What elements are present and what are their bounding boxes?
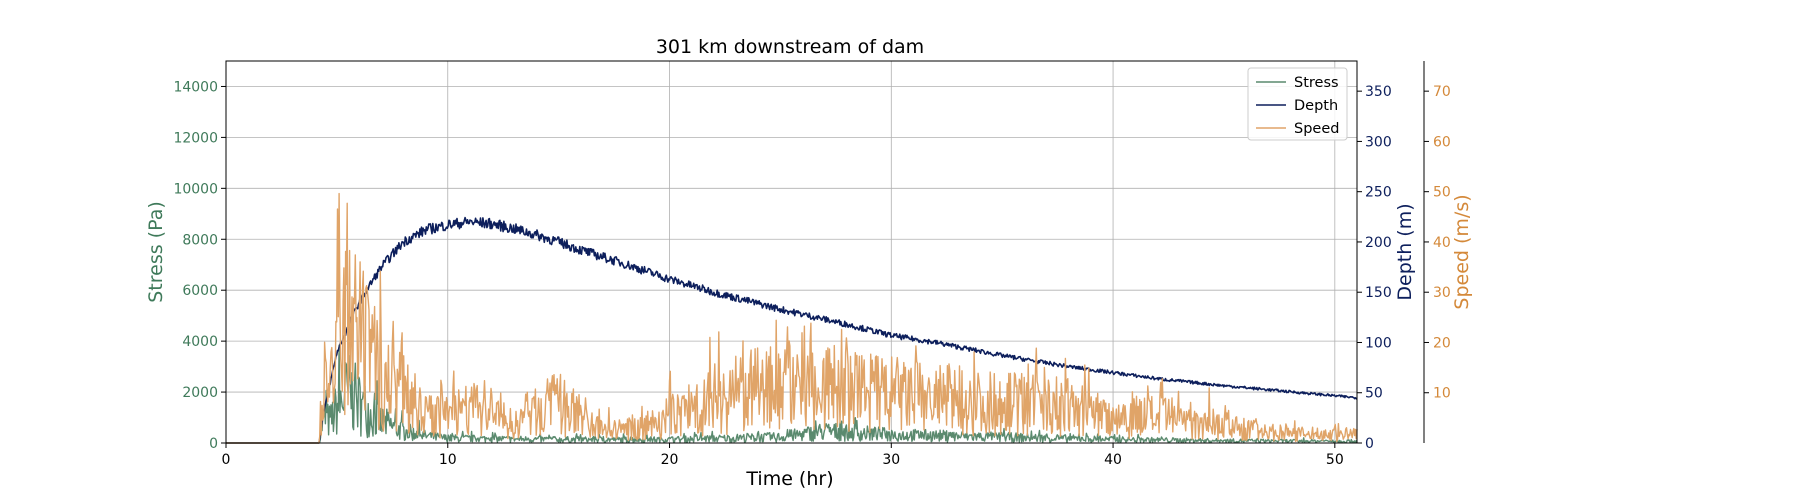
speed-tick-label: 50	[1433, 185, 1451, 201]
legend-label-speed: Speed	[1294, 121, 1339, 137]
stress-tick-label: 0	[209, 436, 218, 452]
depth-tick-label: 0	[1365, 436, 1374, 452]
stress-tick-label: 8000	[182, 232, 218, 248]
stress-tick-label: 10000	[173, 181, 218, 197]
series-line-depth	[226, 216, 1358, 444]
speed-tick-label: 40	[1433, 235, 1451, 251]
tick-labels: 0 10 20 30 40 5002000400060008000100001200014…	[173, 79, 1450, 468]
speed-tick-label: 30	[1433, 285, 1451, 301]
legend: Stress Depth Speed	[1247, 67, 1348, 141]
stress-tick-label: 12000	[173, 130, 218, 146]
speed-tick-label: 70	[1433, 84, 1451, 100]
depth-tick-label: 150	[1365, 285, 1392, 301]
speed-tick-label: 10	[1433, 386, 1451, 402]
legend-label-stress: Stress	[1294, 75, 1339, 91]
depth-tick-label: 200	[1365, 235, 1392, 251]
depth-tick-label: 300	[1365, 134, 1392, 150]
x-tick-label: 20	[661, 452, 679, 468]
stress-tick-label: 4000	[182, 334, 218, 350]
stress-tick-label: 2000	[182, 385, 218, 401]
plot-frame	[225, 60, 1425, 444]
legend-label-depth: Depth	[1294, 98, 1338, 114]
x-tick-label: 30	[882, 452, 900, 468]
x-tick-label: 0	[222, 452, 231, 468]
legend-frame	[1247, 67, 1348, 141]
depth-tick-label: 100	[1365, 335, 1392, 351]
x-tick-label: 50	[1326, 452, 1344, 468]
chart-title: 301 km downstream of dam	[656, 36, 924, 58]
depth-tick-label: 350	[1365, 84, 1392, 100]
series-line-speed	[226, 192, 1358, 444]
speed-tick-label: 20	[1433, 335, 1451, 351]
stress-tick-label: 6000	[182, 283, 218, 299]
series-lines	[226, 192, 1358, 444]
depth-axis-label: Depth (m)	[1394, 203, 1416, 300]
x-axis-label: Time (hr)	[745, 468, 833, 490]
stress-tick-label: 14000	[173, 79, 218, 95]
series-line-stress	[226, 344, 1358, 444]
stress-axis-label: Stress (Pa)	[145, 201, 167, 303]
depth-tick-label: 50	[1365, 386, 1383, 402]
x-tick-label: 10	[439, 452, 457, 468]
speed-tick-label: 60	[1433, 134, 1451, 150]
depth-tick-label: 250	[1365, 185, 1392, 201]
plot-area-border	[225, 60, 1358, 444]
x-tick-label: 40	[1104, 452, 1122, 468]
speed-axis-label: Speed (m/s)	[1451, 194, 1473, 309]
